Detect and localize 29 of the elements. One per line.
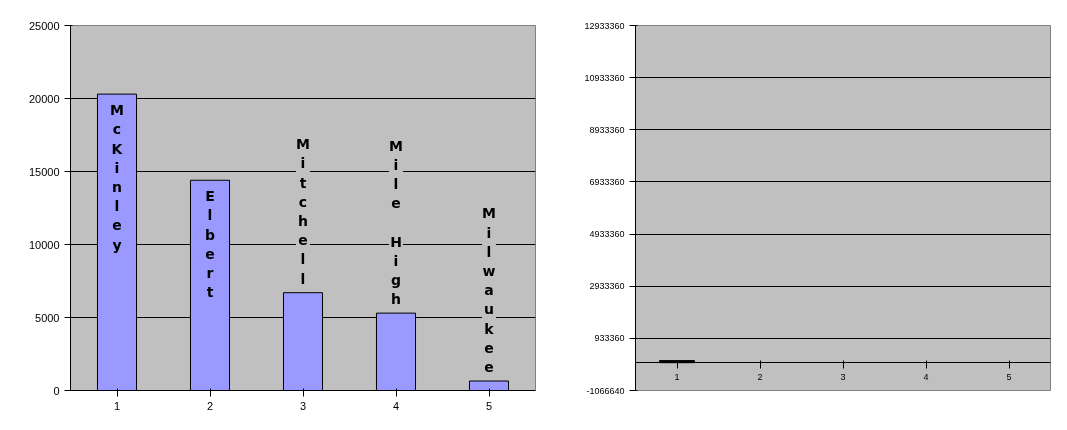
x-tick-label: 2 [757,371,763,382]
x-tick-label: 2 [206,399,214,412]
y-tick-label: 8933360 [589,124,625,135]
y-tick-label: 933360 [594,333,625,344]
x-tick-label: 4 [923,371,929,382]
x-tick-label: 3 [840,371,846,382]
y-tick-label: 6933360 [589,176,625,187]
annotation: McKinley [110,102,124,253]
x-tick-label: 3 [299,399,307,412]
annotation: Elbert [204,188,216,301]
x-tick-label: 1 [113,399,121,412]
y-tick-label: -1066640 [586,385,625,396]
x-tick-label: 5 [1006,371,1012,382]
y-tick-label: 4933360 [589,229,625,240]
annotation: Mitchell [296,136,310,287]
y-tick-label: 20000 [28,92,60,105]
y-tick-label: 10000 [28,238,60,251]
y-tick-label: 0 [53,384,60,397]
x-tick-label: 1 [674,371,680,382]
text: Milwaukee [482,205,496,376]
y-tick-label: 15000 [28,165,60,178]
y-tick-label: 10933360 [584,72,625,83]
text: Mile High [389,137,403,308]
y-tick-label: 25000 [28,19,60,32]
y-tick-label: 12933360 [584,20,625,31]
x-tick-label: 5 [485,399,493,412]
y-tick-label: 2933360 [589,281,625,292]
x-tick-label: 4 [392,399,400,412]
y-tick-label: 5000 [35,311,60,324]
